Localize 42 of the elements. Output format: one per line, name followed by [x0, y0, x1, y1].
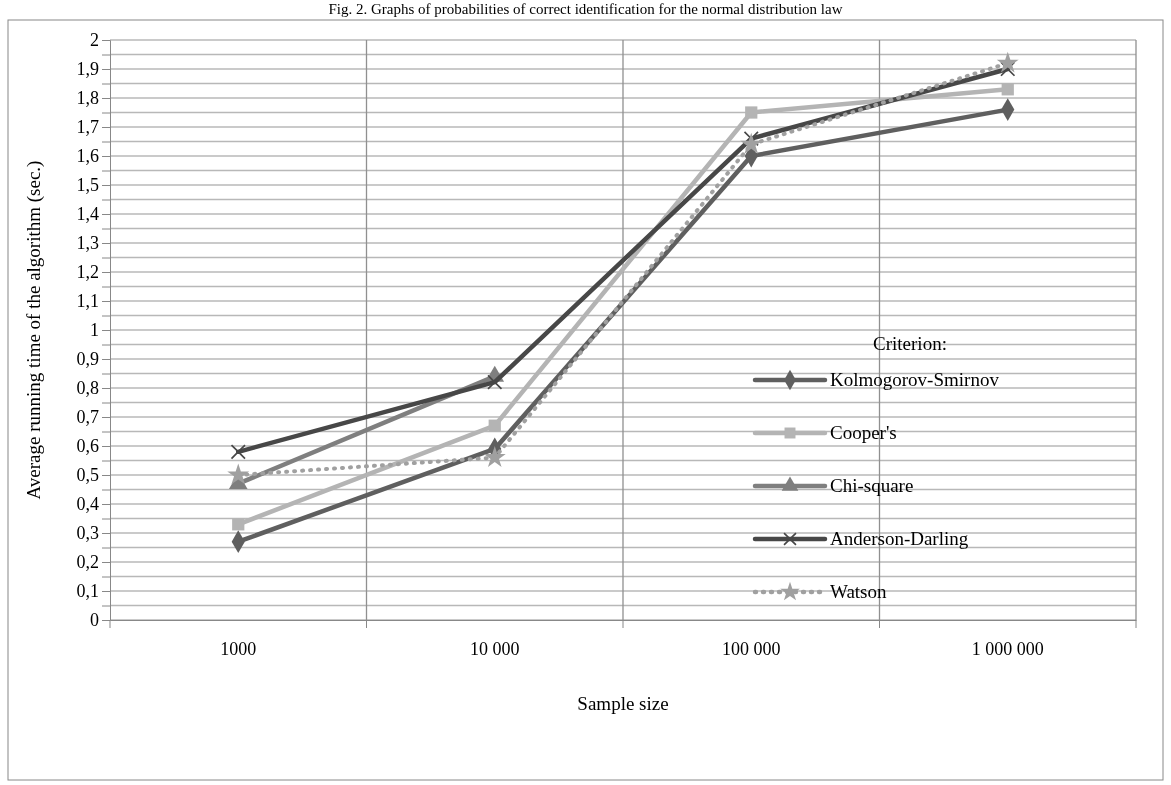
y-tick-label: 1,7	[76, 117, 99, 138]
point	[232, 518, 245, 531]
point	[488, 419, 501, 432]
y-tick-label: 1,9	[76, 59, 99, 80]
legend-label: Cooper's	[830, 422, 897, 443]
y-tick-label: 0,3	[76, 523, 99, 544]
point	[740, 132, 763, 154]
y-tick-label: 1,4	[76, 204, 99, 225]
point	[996, 51, 1019, 73]
point	[1001, 83, 1014, 96]
chart-title: Fig. 2. Graphs of probabilities of correct identification for the normal distribution law	[328, 1, 843, 17]
y-tick-label: 1,5	[76, 175, 99, 196]
legend-title: Criterion:	[873, 333, 947, 354]
y-tick-label: 1,2	[76, 262, 99, 283]
y-tick-label: 0,6	[76, 436, 99, 457]
y-tick-label: 2	[90, 30, 99, 51]
x-tick-label: 1 000 000	[971, 638, 1044, 659]
legend-label: Watson	[830, 581, 888, 602]
y-tick-label: 0,4	[76, 494, 99, 515]
y-tick-label: 1,3	[76, 233, 99, 254]
y-tick-label: 0,5	[76, 465, 99, 486]
legend-label: Anderson-Darling	[830, 528, 969, 549]
y-tick-label: 0	[90, 610, 99, 631]
point	[230, 444, 246, 460]
y-tick-label: 0,2	[76, 552, 99, 573]
y-tick-label: 1,6	[76, 146, 99, 167]
x-tick-label: 1000	[220, 638, 257, 659]
legend-label: Chi-square	[830, 475, 914, 496]
y-tick-label: 1,8	[76, 88, 99, 109]
legend-label: Kolmogorov-Smirnov	[830, 369, 1000, 390]
y-tick-label: 1,1	[76, 291, 99, 312]
y-tick-label: 0,1	[76, 581, 99, 602]
point	[745, 106, 758, 119]
point	[483, 446, 506, 467]
x-axis-title: Sample size	[577, 693, 669, 714]
x-tick-label: 10 000	[470, 638, 520, 659]
y-tick-label: 0,8	[76, 378, 99, 399]
x-tick-label: 100 000	[722, 638, 781, 659]
y-tick-label: 0,7	[76, 407, 99, 428]
y-axis-title: Average running time of the algorithm (sec.)	[23, 160, 45, 500]
y-tick-label: 0,9	[76, 349, 99, 370]
y-tick-label: 1	[90, 320, 99, 341]
